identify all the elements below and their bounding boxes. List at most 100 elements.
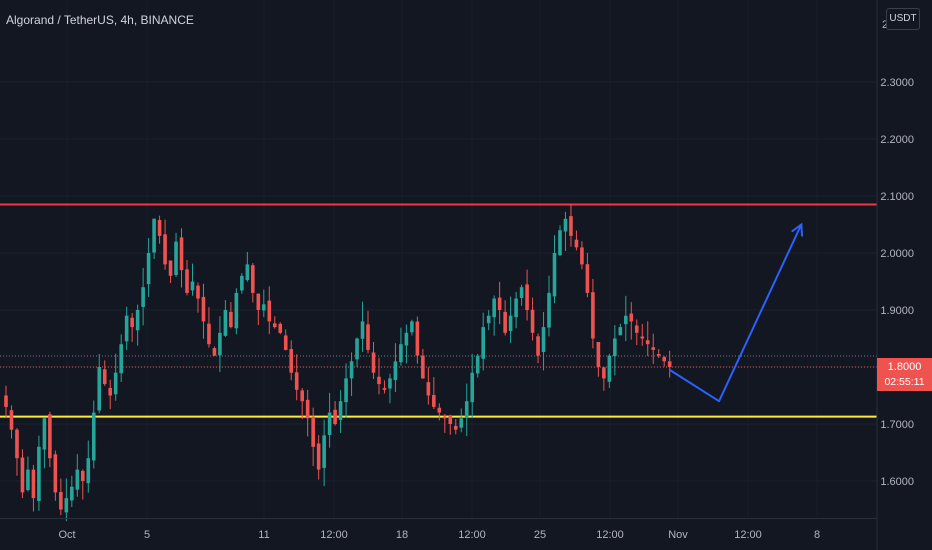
candle-body bbox=[256, 293, 261, 310]
candle-body bbox=[190, 281, 195, 291]
candle-body bbox=[459, 418, 464, 428]
candle-body bbox=[322, 435, 326, 468]
price-tick-label: 2.2000 bbox=[880, 134, 914, 146]
time-tick-label: Nov bbox=[668, 529, 688, 541]
candle-body bbox=[618, 327, 623, 336]
candle-body bbox=[272, 323, 277, 328]
candles bbox=[4, 203, 672, 522]
candle-body bbox=[42, 418, 47, 450]
candle-body bbox=[662, 357, 666, 362]
candle-body bbox=[75, 469, 80, 490]
candle-body bbox=[300, 390, 304, 402]
candle-body bbox=[360, 321, 365, 339]
price-tick-label: 1.6000 bbox=[880, 476, 914, 488]
candle-body bbox=[443, 416, 447, 419]
candle-body bbox=[432, 395, 436, 407]
arrowhead[interactable] bbox=[791, 222, 804, 237]
candle-body bbox=[9, 410, 14, 430]
candle-body bbox=[278, 323, 283, 333]
candle-body bbox=[344, 378, 348, 403]
candle-body bbox=[53, 454, 58, 493]
candle-body bbox=[86, 458, 91, 484]
candle-body bbox=[481, 327, 485, 359]
candle-body bbox=[404, 332, 409, 346]
candle-body bbox=[602, 367, 606, 379]
price-tick-label: 2.3000 bbox=[880, 77, 914, 89]
candle-body bbox=[294, 372, 299, 390]
candle-body bbox=[135, 310, 140, 331]
candle-body bbox=[536, 336, 540, 356]
projection-path[interactable] bbox=[669, 224, 803, 403]
candle-body bbox=[327, 412, 332, 436]
candle-body bbox=[333, 409, 337, 424]
time-tick-label: Oct bbox=[58, 529, 75, 541]
currency-badge[interactable]: USDT bbox=[886, 8, 920, 30]
candle-body bbox=[624, 315, 628, 325]
candle-body bbox=[591, 292, 595, 339]
candle-body bbox=[525, 284, 529, 310]
candle-body bbox=[251, 265, 255, 293]
candle-body bbox=[629, 313, 634, 322]
candle-body bbox=[382, 388, 387, 390]
candle-body bbox=[80, 470, 85, 481]
candle-body bbox=[37, 446, 41, 502]
candle-body bbox=[547, 292, 551, 328]
candle-body bbox=[229, 311, 233, 328]
candle-body bbox=[146, 253, 151, 285]
bar-countdown-label: 02:55:11 bbox=[877, 374, 932, 391]
candle-body bbox=[201, 296, 206, 322]
candle-body bbox=[410, 321, 414, 333]
candle-body bbox=[377, 376, 381, 385]
candle-body bbox=[519, 287, 524, 299]
time-tick-label: 12:00 bbox=[734, 529, 762, 541]
grid-lines bbox=[0, 81, 877, 482]
candle-body bbox=[223, 310, 228, 336]
candle-body bbox=[15, 429, 19, 459]
price-tick-label: 1.7000 bbox=[880, 419, 914, 431]
time-tick-label: 18 bbox=[396, 529, 408, 541]
candle-body bbox=[168, 260, 173, 276]
candle-body bbox=[448, 415, 453, 424]
time-tick-label: 5 bbox=[144, 529, 150, 541]
candle-body bbox=[497, 297, 502, 310]
candle-body bbox=[453, 425, 458, 430]
candle-body bbox=[245, 264, 250, 281]
candle-body bbox=[234, 292, 239, 329]
candle-body bbox=[64, 498, 69, 513]
candle-body bbox=[338, 401, 343, 420]
candle-body bbox=[607, 355, 612, 382]
candle-body bbox=[240, 275, 244, 291]
candle-body bbox=[437, 407, 442, 413]
symbol-title[interactable]: Algorand / TetherUS, 4h, BINANCE bbox=[6, 13, 194, 27]
candle-body bbox=[59, 491, 63, 510]
candle-body bbox=[464, 401, 469, 418]
candle-body bbox=[349, 361, 354, 379]
candle-body bbox=[580, 247, 584, 265]
candle-body bbox=[31, 469, 36, 499]
candle-body bbox=[415, 321, 420, 356]
candle-body bbox=[651, 347, 656, 350]
candle-body bbox=[541, 327, 546, 352]
candle-body bbox=[26, 469, 30, 490]
candle-body bbox=[196, 285, 200, 299]
time-tick-label: 12:00 bbox=[320, 529, 348, 541]
candle-body bbox=[371, 352, 376, 373]
candle-body bbox=[70, 486, 74, 501]
horizontal-lines[interactable] bbox=[0, 203, 877, 418]
candle-body bbox=[574, 239, 579, 248]
candle-body bbox=[311, 416, 315, 447]
candle-body bbox=[640, 336, 645, 339]
price-tick-label: 1.9000 bbox=[880, 305, 914, 317]
candle-body bbox=[305, 399, 310, 419]
candle-body bbox=[20, 457, 25, 493]
time-tick-label: 12:00 bbox=[458, 529, 486, 541]
candle-body bbox=[514, 298, 518, 318]
candle-body bbox=[667, 361, 672, 367]
candle-body bbox=[486, 315, 491, 324]
projection-arrow[interactable] bbox=[669, 222, 804, 403]
candle-body bbox=[218, 332, 222, 356]
time-tick-label: 12:00 bbox=[596, 529, 624, 541]
candle-body bbox=[163, 234, 167, 265]
price-tick-label: 2.0000 bbox=[880, 248, 914, 260]
